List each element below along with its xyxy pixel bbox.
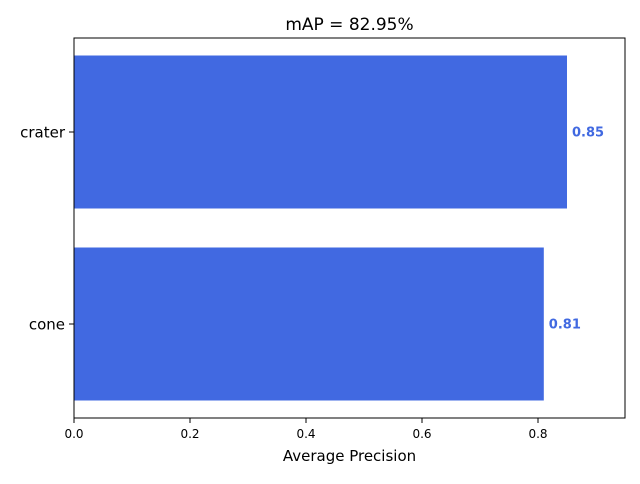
value-label-crater: 0.85 bbox=[572, 126, 604, 141]
x-tick-label-1: 0.2 bbox=[180, 427, 199, 441]
plot-frame bbox=[73, 37, 626, 419]
value-labels-layer: 0.85 0.81 bbox=[549, 126, 604, 333]
x-tick-label-4: 0.8 bbox=[528, 427, 547, 441]
bar-crater bbox=[74, 55, 567, 209]
bar-cone bbox=[74, 247, 544, 401]
x-tick-label-3: 0.6 bbox=[412, 427, 431, 441]
x-axis: 0.0 0.2 0.4 0.6 0.8 bbox=[64, 418, 548, 441]
y-tick-label-crater: crater bbox=[20, 124, 66, 142]
y-axis: crater cone bbox=[20, 124, 74, 334]
bars-layer bbox=[74, 55, 567, 401]
y-tick-label-cone: cone bbox=[29, 316, 65, 334]
x-tick-label-2: 0.4 bbox=[296, 427, 315, 441]
x-axis-label: Average Precision bbox=[283, 447, 416, 465]
chart-title: mAP = 82.95% bbox=[285, 15, 413, 35]
value-label-cone: 0.81 bbox=[549, 318, 581, 333]
x-tick-label-0: 0.0 bbox=[64, 427, 83, 441]
